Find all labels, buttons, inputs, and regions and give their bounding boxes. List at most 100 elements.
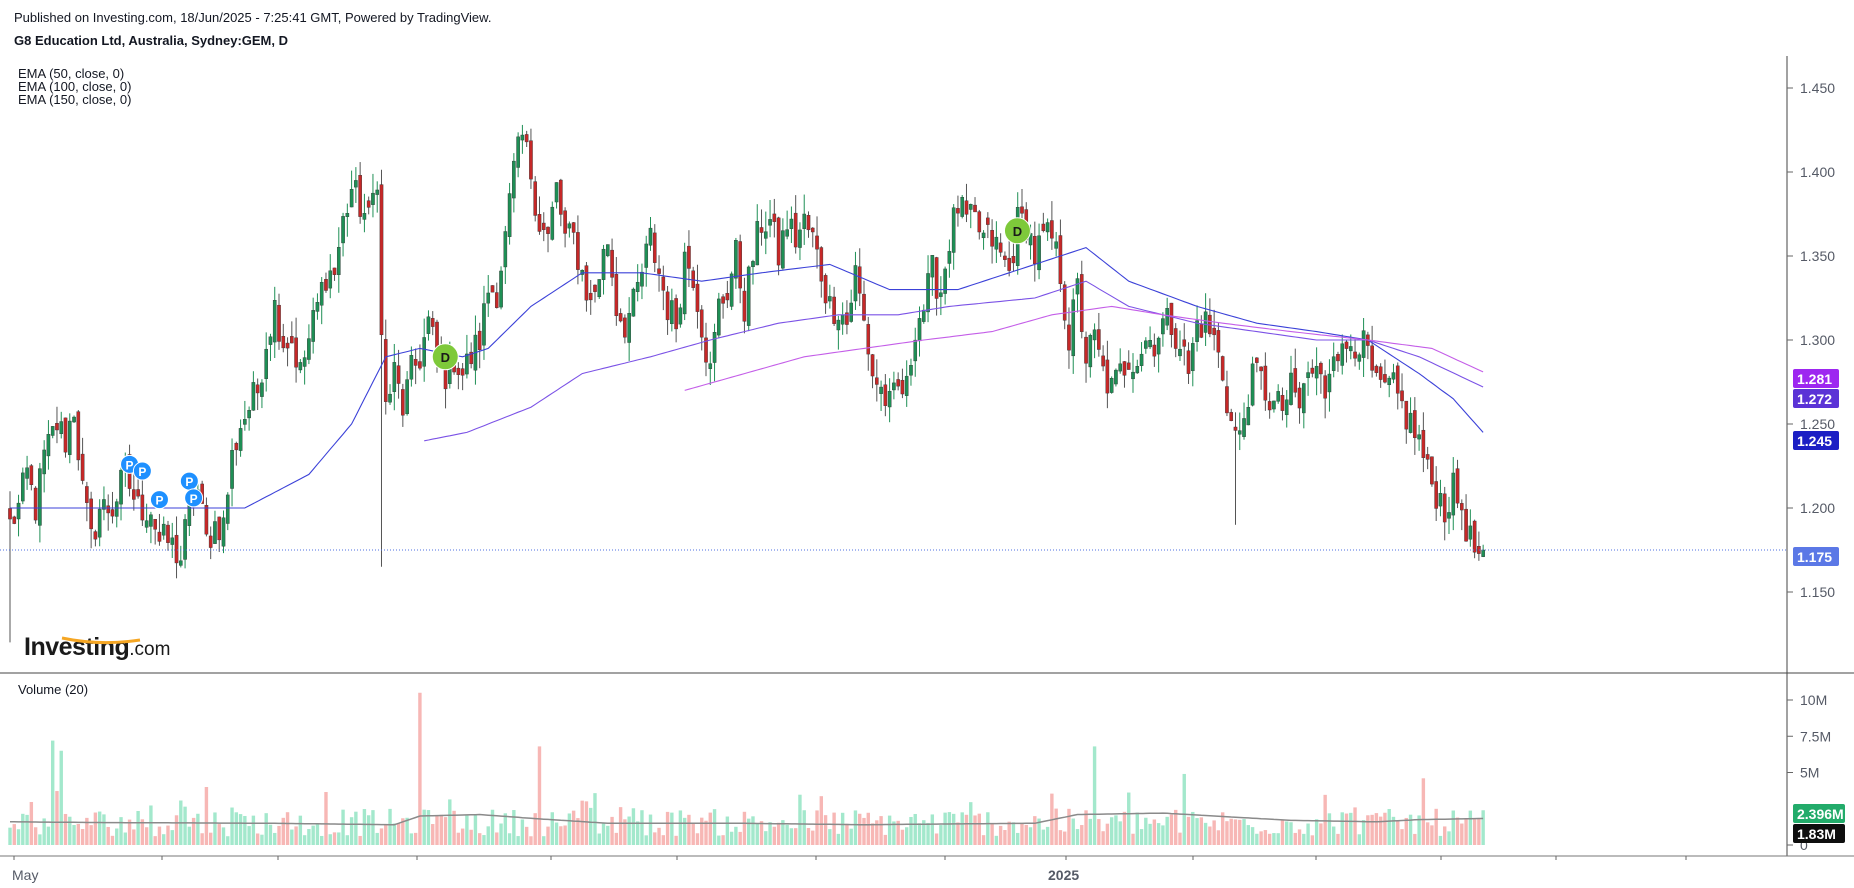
candle-body — [503, 231, 508, 268]
volume-bar — [973, 815, 977, 845]
volume-bar — [123, 832, 127, 845]
candle-body — [1182, 339, 1187, 347]
indicator-ema100-label[interactable]: EMA (100, close, 0) — [18, 79, 131, 94]
volume-bar — [1242, 819, 1246, 845]
volume-bar — [136, 811, 140, 845]
volume-bar — [853, 810, 858, 845]
volume-bar — [917, 823, 922, 845]
candle-body — [1464, 508, 1468, 542]
volume-bar — [1165, 816, 1169, 845]
indicator-ema150-label[interactable]: EMA (150, close, 0) — [18, 92, 131, 107]
candle-body — [1212, 327, 1216, 336]
candle-body — [59, 421, 64, 435]
candle-body — [1327, 373, 1332, 393]
volume-bar — [747, 818, 751, 845]
candle-body — [1297, 387, 1302, 409]
volume-bar — [413, 832, 418, 845]
time-axis: May 2025 — [12, 856, 1687, 883]
volume-bar — [1255, 833, 1259, 845]
volume-bar — [533, 813, 537, 845]
volume-bar — [1101, 831, 1105, 845]
volume-bar — [678, 810, 683, 845]
volume-bar — [1212, 820, 1216, 845]
volume-bar — [1135, 812, 1139, 845]
volume-bar — [956, 822, 960, 845]
candle-body — [332, 267, 337, 275]
volume-bar — [1349, 812, 1353, 845]
time-tick-label-may: May — [12, 867, 38, 883]
volume-bar — [1387, 808, 1391, 845]
volume-bar — [631, 808, 636, 845]
volume-bar — [1455, 817, 1460, 845]
volume-bar — [1327, 813, 1332, 845]
volume-bar — [460, 828, 465, 845]
candle-body — [272, 300, 277, 343]
candle-body — [597, 279, 602, 298]
candle-body — [1092, 329, 1097, 341]
candle-body — [840, 314, 845, 325]
candle-body — [1007, 257, 1011, 271]
volume-bar — [896, 820, 900, 845]
candle-body — [943, 268, 947, 294]
marker-d-label: D — [1013, 224, 1022, 239]
candle-body — [1250, 363, 1255, 406]
volume-bar — [503, 813, 508, 845]
investing-logo-suffix: .com — [129, 639, 170, 660]
volume-bar — [1353, 807, 1357, 845]
volume-bar — [465, 815, 469, 845]
candle-body — [1391, 372, 1396, 380]
candle-body — [1045, 222, 1050, 233]
volume-bar — [238, 814, 243, 845]
candle-body — [29, 465, 34, 486]
volume-bar — [798, 794, 802, 845]
marker-d-badge — [431, 343, 459, 371]
candle-body — [1284, 399, 1289, 416]
volume-bar — [700, 817, 704, 845]
volume-bar — [1246, 825, 1250, 845]
candle-body — [1255, 357, 1259, 363]
candle-body — [921, 309, 926, 322]
candle-body — [234, 442, 239, 451]
candle-body — [1413, 410, 1417, 438]
candle-body — [862, 293, 866, 321]
candle-body — [618, 313, 623, 322]
volume-bar — [1139, 829, 1144, 845]
volume-bar — [670, 812, 674, 845]
candle-body — [260, 382, 264, 397]
volume-bar — [708, 812, 712, 845]
candle-body — [102, 499, 106, 510]
investing-logo-name: Investing — [24, 633, 129, 661]
volume-bar — [764, 831, 768, 845]
volume-bar — [1314, 819, 1319, 845]
volume-bar — [687, 814, 691, 845]
volume-bar — [1037, 818, 1041, 845]
candle-body — [1336, 353, 1340, 362]
candle-body — [507, 193, 512, 237]
volume-bar — [601, 822, 606, 845]
candle-body — [1477, 546, 1481, 554]
candle-body — [567, 223, 572, 229]
candle-body — [413, 358, 418, 366]
candle-body — [294, 337, 298, 368]
volume-bar — [144, 827, 149, 845]
volume-bar — [1075, 829, 1080, 845]
volume-bar — [926, 822, 930, 845]
candle-body — [810, 227, 815, 233]
volume-bar — [1169, 814, 1174, 845]
volume-bar — [1370, 814, 1374, 845]
volume-bar — [1259, 831, 1263, 845]
volume-bar — [905, 827, 909, 845]
indicator-ema50-label[interactable]: EMA (50, close, 0) — [18, 66, 124, 81]
candle-body — [776, 217, 781, 266]
volume-bar — [191, 817, 196, 845]
volume-bar — [571, 810, 576, 845]
candle-body — [1156, 337, 1161, 355]
volume-bar — [576, 818, 580, 845]
volume-bar — [661, 835, 666, 845]
candle-body — [1331, 356, 1336, 371]
volume-bar — [930, 814, 935, 845]
price-tick-label: 1.150 — [1800, 584, 1835, 600]
volume-bar — [341, 809, 345, 845]
